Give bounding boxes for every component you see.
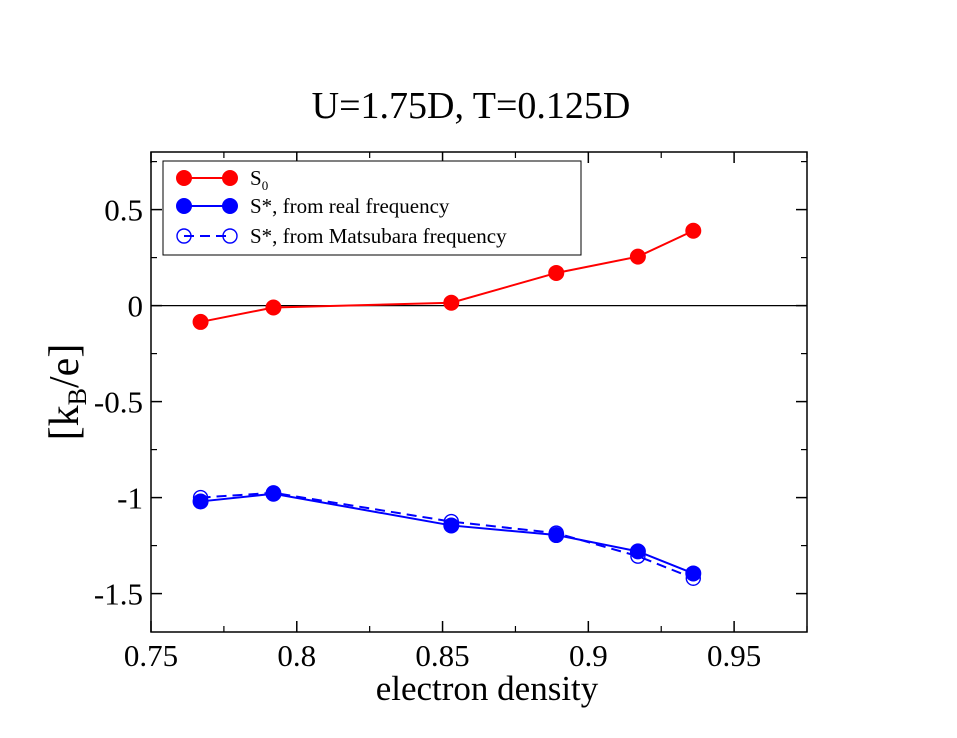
- x-tick-label: 0.9: [569, 638, 608, 673]
- data-point: [192, 489, 209, 506]
- legend-marker: [222, 198, 238, 214]
- series-line: [200, 229, 694, 323]
- data-point: [629, 248, 646, 265]
- plot-frame: [150, 151, 808, 633]
- data-point: [443, 294, 460, 311]
- legend-marker: [222, 170, 238, 186]
- legend-label-main: S*, from Matsubara frequency: [250, 224, 507, 248]
- series-line: [200, 492, 694, 575]
- legend-marker: [176, 228, 192, 244]
- y-axis-label: [kB/e]: [42, 344, 92, 441]
- x-tick-label: 0.85: [415, 638, 469, 673]
- ticks-layer: 0.75 0.8 0.85 0.9 0.95 -1.5 -1 -0.5 0 0.5: [94, 152, 808, 673]
- y-axis-label-tail: /e]: [42, 344, 88, 388]
- x-tick-label: 0.8: [277, 638, 316, 673]
- chart-title: U=1.75D, T=0.125D: [312, 85, 631, 127]
- data-point: [685, 222, 702, 239]
- y-tick-label: -0.5: [94, 385, 143, 420]
- legend-label-sub: 0: [262, 178, 269, 193]
- legend-marker: [222, 228, 238, 244]
- data-point: [443, 513, 460, 530]
- y-tick-label: 0.5: [104, 193, 143, 228]
- y-tick-label: -1.5: [94, 577, 143, 612]
- legend-marker: [176, 198, 192, 214]
- y-axis-label-main: [k: [42, 405, 88, 440]
- data-point: [548, 525, 564, 541]
- y-axis-label-sub: B: [63, 388, 92, 405]
- x-axis-label: electron density: [376, 669, 599, 708]
- data-point: [192, 313, 209, 330]
- data-point: [548, 264, 565, 281]
- legend: S0S*, from real frequency S*, from Matsub…: [162, 160, 582, 256]
- series-layer: [192, 222, 702, 586]
- series-line: [200, 491, 694, 580]
- legend-label: S0: [250, 166, 268, 193]
- x-tick-label: 0.75: [124, 638, 178, 673]
- y-tick-label: 0: [128, 289, 144, 324]
- data-point: [265, 299, 282, 316]
- data-point: [685, 570, 701, 586]
- legend-label: S*, from real frequency: [250, 194, 450, 218]
- y-tick-label: -1: [117, 481, 143, 516]
- legend-label-main: S: [250, 166, 262, 190]
- legend-label-main: S*, from real frequency: [250, 194, 450, 218]
- legend-label: S*, from Matsubara frequency: [250, 224, 507, 248]
- legend-marker: [176, 170, 192, 186]
- x-tick-label: 0.95: [707, 638, 761, 673]
- data-point: [630, 548, 646, 564]
- data-point: [265, 485, 282, 501]
